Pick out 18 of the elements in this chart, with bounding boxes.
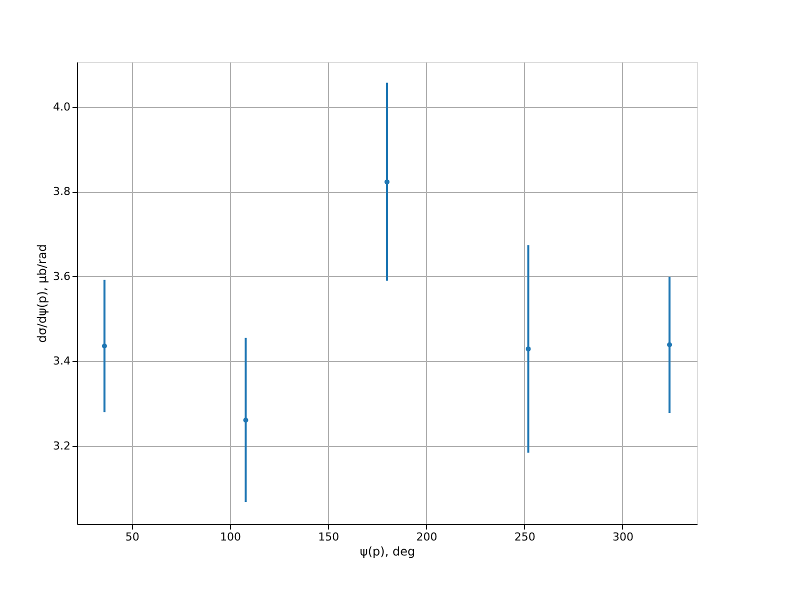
x-axis-title: ψ(p), deg [360,544,416,558]
x-tick-label: 100 [220,530,242,544]
point [384,179,390,184]
y-tick-label: 4.0 [53,100,70,114]
x-tick-label: 50 [125,530,140,544]
point [102,343,107,348]
y-tick-label: 3.6 [53,270,70,283]
y-axis-title: dσ/dψ(p), μb/rad [35,244,50,343]
x-tick-label: 150 [318,530,340,544]
y-tick-label: 3.2 [53,440,70,453]
point [667,342,672,348]
y-tick-label: 3.8 [53,185,70,198]
point [526,346,531,352]
y-tick-label: 3.4 [53,354,70,368]
x-tick-label: 300 [612,530,634,544]
point [243,418,248,423]
x-tick-label: 200 [416,530,438,544]
x-tick-label: 250 [514,530,536,544]
